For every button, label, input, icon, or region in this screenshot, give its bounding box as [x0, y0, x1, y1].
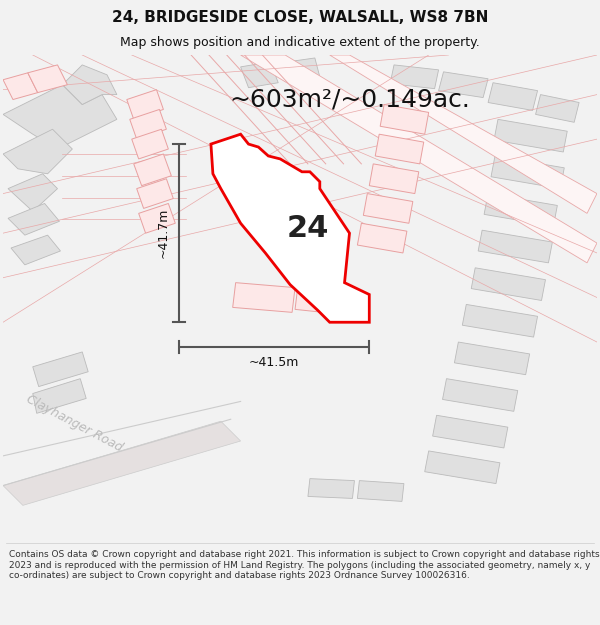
Polygon shape: [8, 204, 59, 235]
Text: Clayhanger Road: Clayhanger Road: [24, 392, 125, 454]
Polygon shape: [3, 73, 38, 99]
Text: 24: 24: [287, 214, 329, 243]
Polygon shape: [139, 204, 175, 233]
Text: ~41.5m: ~41.5m: [249, 356, 299, 369]
Polygon shape: [369, 164, 419, 194]
Polygon shape: [454, 342, 530, 375]
Polygon shape: [425, 451, 500, 484]
Polygon shape: [233, 282, 295, 312]
Polygon shape: [358, 481, 404, 501]
Polygon shape: [241, 55, 597, 263]
Polygon shape: [11, 235, 61, 265]
Polygon shape: [380, 104, 428, 134]
Text: ~603m²/~0.149ac.: ~603m²/~0.149ac.: [229, 88, 470, 111]
Polygon shape: [3, 129, 73, 174]
Polygon shape: [439, 72, 488, 98]
Polygon shape: [329, 55, 597, 213]
Polygon shape: [295, 284, 355, 316]
Text: 24, BRIDGESIDE CLOSE, WALSALL, WS8 7BN: 24, BRIDGESIDE CLOSE, WALSALL, WS8 7BN: [112, 10, 488, 25]
Polygon shape: [364, 194, 413, 223]
Polygon shape: [390, 65, 439, 89]
Polygon shape: [478, 230, 553, 263]
Polygon shape: [8, 174, 58, 211]
Polygon shape: [134, 154, 172, 186]
Polygon shape: [3, 85, 117, 149]
Polygon shape: [62, 65, 117, 104]
Polygon shape: [137, 179, 173, 208]
Polygon shape: [488, 82, 538, 111]
Polygon shape: [3, 421, 241, 506]
Polygon shape: [33, 379, 86, 413]
Polygon shape: [491, 156, 564, 189]
Polygon shape: [463, 304, 538, 337]
Polygon shape: [211, 134, 369, 322]
Polygon shape: [308, 479, 355, 498]
Polygon shape: [241, 62, 278, 88]
Polygon shape: [375, 134, 424, 164]
Text: Contains OS data © Crown copyright and database right 2021. This information is : Contains OS data © Crown copyright and d…: [9, 550, 599, 580]
Text: Map shows position and indicative extent of the property.: Map shows position and indicative extent…: [120, 36, 480, 49]
Polygon shape: [433, 415, 508, 448]
Polygon shape: [130, 109, 166, 139]
Polygon shape: [494, 119, 567, 152]
Polygon shape: [471, 268, 545, 301]
Polygon shape: [358, 223, 407, 253]
Polygon shape: [127, 89, 163, 119]
Polygon shape: [484, 194, 557, 226]
Polygon shape: [28, 65, 67, 92]
Polygon shape: [443, 379, 518, 411]
Polygon shape: [33, 352, 88, 387]
Text: ~41.7m: ~41.7m: [157, 208, 170, 258]
Polygon shape: [280, 58, 320, 82]
Polygon shape: [132, 129, 169, 159]
Polygon shape: [536, 94, 579, 122]
